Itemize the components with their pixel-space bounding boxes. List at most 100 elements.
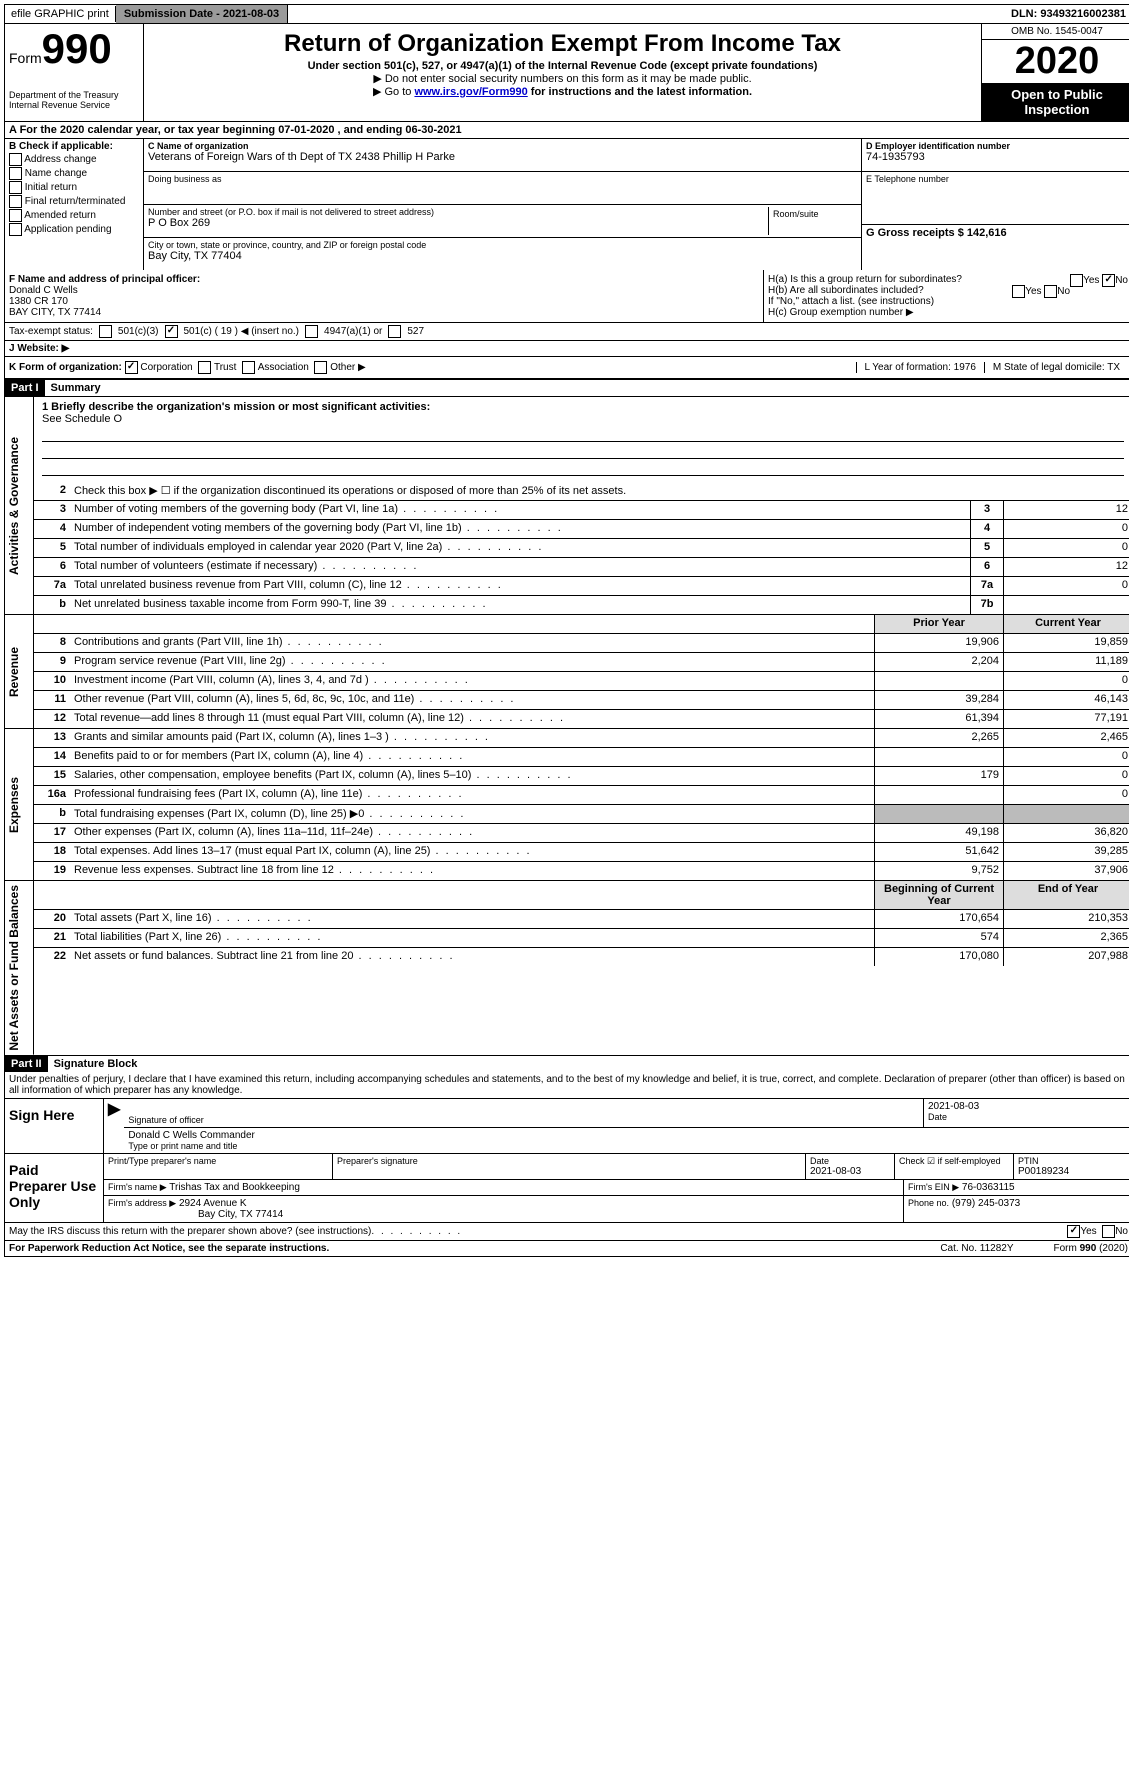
tax-year: 2020 bbox=[982, 40, 1129, 83]
firm-addr: 2924 Avenue K bbox=[179, 1198, 247, 1209]
signature-block: Sign Here ▶ Signature of officer 2021-08… bbox=[4, 1099, 1129, 1241]
part2-label: Part II bbox=[5, 1056, 48, 1072]
table-row: 14Benefits paid to or for members (Part … bbox=[34, 748, 1129, 767]
table-row: 15Salaries, other compensation, employee… bbox=[34, 767, 1129, 786]
table-row: bTotal fundraising expenses (Part IX, co… bbox=[34, 805, 1129, 824]
sig-date: 2021-08-03 bbox=[928, 1101, 1128, 1112]
dba-label: Doing business as bbox=[148, 174, 857, 184]
year-block: OMB No. 1545-0047 2020 Open to Public In… bbox=[981, 24, 1129, 121]
website-row: J Website: ▶ bbox=[4, 341, 1129, 357]
room-label: Room/suite bbox=[773, 209, 853, 219]
tax-exempt-row: Tax-exempt status: 501(c)(3) 501(c) ( 19… bbox=[4, 323, 1129, 341]
part2-bar: Part II Signature Block bbox=[4, 1056, 1129, 1072]
submission-date-button[interactable]: Submission Date - 2021-08-03 bbox=[116, 5, 288, 23]
f-label: F Name and address of principal officer: bbox=[9, 274, 759, 285]
footer: For Paperwork Reduction Act Notice, see … bbox=[4, 1241, 1129, 1257]
firm-ein: 76-0363115 bbox=[962, 1182, 1015, 1193]
form-footer: Form 990 (2020) bbox=[1054, 1243, 1128, 1254]
tel-label: E Telephone number bbox=[866, 174, 1128, 184]
table-row: 7aTotal unrelated business revenue from … bbox=[34, 577, 1129, 596]
table-row: 18Total expenses. Add lines 13–17 (must … bbox=[34, 843, 1129, 862]
form-number: 990 bbox=[42, 25, 112, 72]
arrow-icon: ▶ bbox=[104, 1099, 124, 1153]
te-label: Tax-exempt status: bbox=[9, 326, 93, 337]
firm-name-label: Firm's name ▶ bbox=[108, 1182, 167, 1192]
form-word: Form bbox=[9, 50, 42, 66]
title-block: Return of Organization Exempt From Incom… bbox=[144, 24, 981, 121]
table-row: 13Grants and similar amounts paid (Part … bbox=[34, 729, 1129, 748]
col-begin: Beginning of Current Year bbox=[874, 881, 1003, 909]
table-row: 6Total number of volunteers (estimate if… bbox=[34, 558, 1129, 577]
hc-row: H(c) Group exemption number ▶ bbox=[768, 307, 1128, 318]
col-end: End of Year bbox=[1003, 881, 1129, 909]
date-label: Date bbox=[928, 1112, 1128, 1122]
summary-table: Activities & Governance 1 Briefly descri… bbox=[4, 396, 1129, 615]
sign-here-label: Sign Here bbox=[5, 1099, 104, 1153]
table-row: 22Net assets or fund balances. Subtract … bbox=[34, 948, 1129, 966]
cb-other[interactable] bbox=[314, 361, 327, 374]
section-c: C Name of organization Veterans of Forei… bbox=[144, 139, 862, 270]
side-net: Net Assets or Fund Balances bbox=[5, 881, 34, 1055]
line-2: Check this box ▶ ☐ if the organization d… bbox=[70, 482, 1129, 500]
info-grid: B Check if applicable: Address change Na… bbox=[4, 139, 1129, 270]
cb-name-change[interactable]: Name change bbox=[9, 167, 139, 180]
cb-initial-return[interactable]: Initial return bbox=[9, 181, 139, 194]
firm-ein-label: Firm's EIN ▶ bbox=[908, 1182, 959, 1192]
table-row: 8Contributions and grants (Part VIII, li… bbox=[34, 634, 1129, 653]
type-name-label: Type or print name and title bbox=[128, 1141, 1128, 1151]
dln-label: DLN: 93493216002381 bbox=[1005, 6, 1129, 22]
cb-corporation[interactable] bbox=[125, 361, 138, 374]
phone-value: (979) 245-0373 bbox=[952, 1198, 1020, 1209]
part1-label: Part I bbox=[5, 380, 45, 396]
cb-4947[interactable] bbox=[305, 325, 318, 338]
table-row: 10Investment income (Part VIII, column (… bbox=[34, 672, 1129, 691]
cb-association[interactable] bbox=[242, 361, 255, 374]
cb-address-change[interactable]: Address change bbox=[9, 153, 139, 166]
self-employed: Check ☑ if self-employed bbox=[899, 1156, 1009, 1167]
table-row: 17Other expenses (Part IX, column (A), l… bbox=[34, 824, 1129, 843]
org-name: Veterans of Foreign Wars of th Dept of T… bbox=[148, 151, 857, 163]
cb-501c[interactable] bbox=[165, 325, 178, 338]
cb-discuss-yes[interactable] bbox=[1067, 1225, 1080, 1238]
paperwork-notice: For Paperwork Reduction Act Notice, see … bbox=[9, 1243, 329, 1254]
ha-row: H(a) Is this a group return for subordin… bbox=[768, 274, 1128, 285]
phone-label: Phone no. bbox=[908, 1198, 949, 1208]
gross-receipts: G Gross receipts $ 142,616 bbox=[866, 227, 1128, 239]
hb-note: If "No," attach a list. (see instruction… bbox=[768, 296, 1128, 307]
city-label: City or town, state or province, country… bbox=[148, 240, 857, 250]
year-formation: L Year of formation: 1976 bbox=[856, 362, 984, 373]
table-row: 3Number of voting members of the governi… bbox=[34, 501, 1129, 520]
table-row: bNet unrelated business taxable income f… bbox=[34, 596, 1129, 614]
ein-label: D Employer identification number bbox=[866, 141, 1128, 151]
cb-501c3[interactable] bbox=[99, 325, 112, 338]
top-bar: efile GRAPHIC print Submission Date - 20… bbox=[4, 4, 1129, 24]
form-header: Form990 Department of the Treasury Inter… bbox=[4, 24, 1129, 122]
expenses-table: Expenses 13Grants and similar amounts pa… bbox=[4, 729, 1129, 881]
prep-date: 2021-08-03 bbox=[810, 1166, 890, 1177]
ptin-value: P00189234 bbox=[1018, 1166, 1128, 1177]
k-label: K Form of organization: bbox=[9, 362, 122, 373]
cb-discuss-no[interactable] bbox=[1102, 1225, 1115, 1238]
open-inspection: Open to Public Inspection bbox=[982, 83, 1129, 121]
cb-527[interactable] bbox=[388, 325, 401, 338]
section-d: D Employer identification number 74-1935… bbox=[862, 139, 1129, 270]
cb-trust[interactable] bbox=[198, 361, 211, 374]
form-subtitle: Under section 501(c), 527, or 4947(a)(1)… bbox=[148, 60, 977, 72]
city-value: Bay City, TX 77404 bbox=[148, 250, 857, 262]
addr-label: Number and street (or P.O. box if mail i… bbox=[148, 207, 768, 217]
cb-final-return[interactable]: Final return/terminated bbox=[9, 195, 139, 208]
cb-amended-return[interactable]: Amended return bbox=[9, 209, 139, 222]
street-address: P O Box 269 bbox=[148, 217, 768, 229]
table-row: 16aProfessional fundraising fees (Part I… bbox=[34, 786, 1129, 805]
note-link-row: ▶ Go to www.irs.gov/Form990 for instruct… bbox=[148, 85, 977, 98]
firm-name: Trishas Tax and Bookkeeping bbox=[169, 1182, 300, 1193]
table-row: 9Program service revenue (Part VIII, lin… bbox=[34, 653, 1129, 672]
table-row: 21Total liabilities (Part X, line 26)574… bbox=[34, 929, 1129, 948]
officer-typed-name: Donald C Wells Commander bbox=[128, 1130, 1128, 1141]
ptin-label: PTIN bbox=[1018, 1156, 1128, 1166]
cb-application-pending[interactable]: Application pending bbox=[9, 223, 139, 236]
irs-link[interactable]: www.irs.gov/Form990 bbox=[414, 86, 527, 98]
officer-name: Donald C Wells bbox=[9, 285, 759, 296]
table-row: 19Revenue less expenses. Subtract line 1… bbox=[34, 862, 1129, 880]
mission-label: 1 Briefly describe the organization's mi… bbox=[42, 401, 1124, 413]
